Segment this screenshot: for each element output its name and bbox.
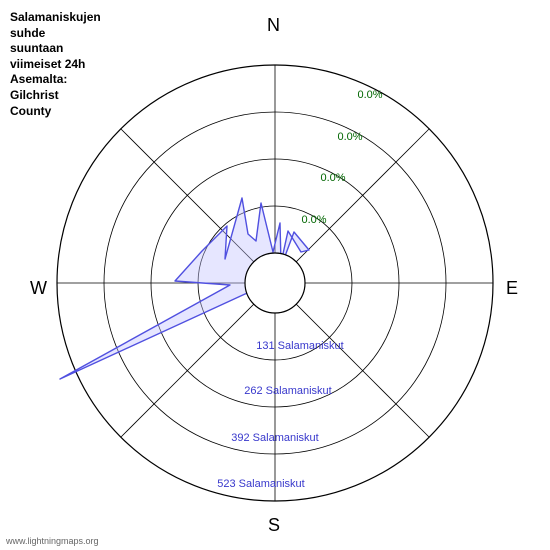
- chart-title: Salamaniskujen suhde suuntaan viimeiset …: [10, 10, 101, 119]
- pct-label-3: 0.0%: [301, 214, 326, 226]
- spoke-5: [121, 304, 254, 437]
- pct-label-2: 0.0%: [320, 172, 345, 184]
- spoke-3: [296, 304, 429, 437]
- compass-w: W: [30, 278, 47, 299]
- pct-label-1: 0.0%: [337, 131, 362, 143]
- compass-e: E: [506, 278, 518, 299]
- count-label-3: 523 Salamaniskut: [217, 478, 304, 490]
- count-label-1: 262 Salamaniskut: [244, 385, 331, 397]
- count-label-2: 392 Salamaniskut: [231, 432, 318, 444]
- inner-circle: [245, 253, 305, 313]
- count-label-0: 131 Salamaniskut: [256, 340, 343, 352]
- compass-n: N: [267, 15, 280, 36]
- chart-container: Salamaniskujen suhde suuntaan viimeiset …: [0, 0, 550, 550]
- compass-s: S: [268, 515, 280, 536]
- footer-link[interactable]: www.lightningmaps.org: [6, 536, 99, 546]
- pct-label-0: 0.0%: [357, 89, 382, 101]
- spoke-1: [296, 129, 429, 262]
